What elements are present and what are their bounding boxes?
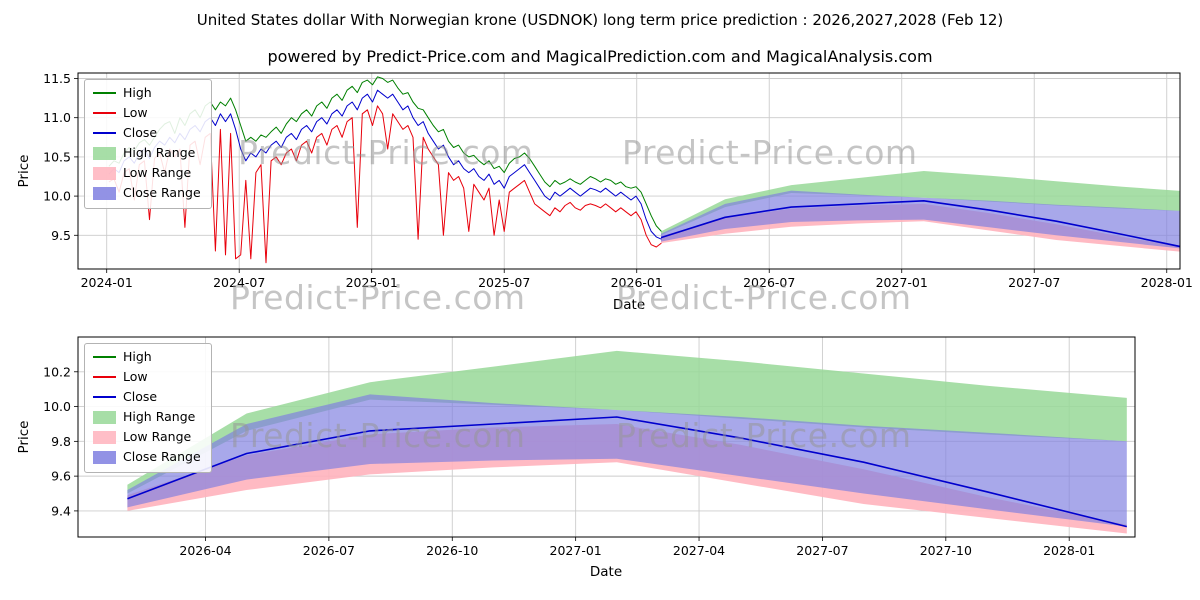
- x-tick-label: 2024-07: [213, 275, 265, 290]
- x-tick-label: 2026-10: [426, 543, 478, 558]
- y-tick-label: 11.5: [43, 71, 71, 86]
- top-chart-legend: High Low Close High Range Low Range Close Ran…: [84, 79, 212, 209]
- legend-label: Low Range: [123, 165, 192, 180]
- x-tick-label: 2025-07: [478, 275, 530, 290]
- low-swatch-icon: [93, 376, 116, 379]
- low_range-swatch-icon: [93, 430, 116, 444]
- low-swatch-icon: [93, 112, 116, 115]
- x-tick-label: 2026-01: [611, 275, 663, 290]
- close_range-swatch-icon: [93, 186, 116, 200]
- legend-label: Close: [123, 125, 158, 140]
- x-tick-label: 2026-07: [743, 275, 795, 290]
- x-tick-label: 2025-01: [346, 275, 398, 290]
- x-tick-label: 2027-01: [876, 275, 928, 290]
- legend-label: Low Range: [123, 429, 192, 444]
- bottom-chart-legend: High Low Close High Range Low Range Close Ran…: [84, 343, 212, 473]
- high_range-swatch-icon: [93, 410, 116, 424]
- y-tick-label: 9.6: [51, 469, 71, 484]
- x-tick-label: 2028-01: [1141, 275, 1193, 290]
- top-chart-xlabel: Date: [612, 297, 646, 313]
- legend-item-high: High: [93, 85, 201, 102]
- legend-label: High: [123, 85, 152, 100]
- legend-label: Low: [123, 105, 148, 120]
- high_range-swatch-icon: [93, 146, 116, 160]
- y-tick-label: 9.4: [51, 503, 71, 518]
- legend-label: Close Range: [123, 449, 201, 464]
- legend-item-high-range: High Range: [93, 145, 201, 162]
- legend-item-close-range: Close Range: [93, 185, 201, 202]
- x-tick-label: 2027-04: [673, 543, 725, 558]
- legend-item-low: Low: [93, 105, 201, 122]
- bottom-chart-xlabel: Date: [589, 564, 623, 580]
- low_range-swatch-icon: [93, 166, 116, 180]
- x-tick-label: 2027-07: [796, 543, 848, 558]
- legend-label: High: [123, 349, 152, 364]
- legend-item-close-range: Close Range: [93, 449, 201, 466]
- legend-label: Close: [123, 389, 158, 404]
- legend-item-close: Close: [93, 389, 201, 406]
- legend-item-low: Low: [93, 369, 201, 386]
- x-tick-label: 2028-01: [1043, 543, 1095, 558]
- x-tick-label: 2027-07: [1008, 275, 1060, 290]
- legend-label: Close Range: [123, 185, 201, 200]
- bottom-chart-ylabel: Price: [16, 420, 32, 454]
- close-swatch-icon: [93, 132, 116, 135]
- y-tick-label: 10.0: [43, 189, 71, 204]
- top-chart-ylabel: Price: [16, 154, 32, 188]
- x-tick-label: 2027-01: [550, 543, 602, 558]
- close-swatch-icon: [93, 396, 116, 399]
- x-tick-label: 2026-04: [179, 543, 231, 558]
- x-tick-label: 2027-10: [920, 543, 972, 558]
- legend-label: Low: [123, 369, 148, 384]
- y-tick-label: 10.5: [43, 149, 71, 164]
- legend-label: High Range: [123, 409, 196, 424]
- chart-area-0: 2024-01 2024-07 2025-01 2025-07 2026-01 2026-…: [43, 71, 1193, 290]
- y-tick-label: 9.8: [51, 434, 71, 449]
- x-tick-label: 2024-01: [81, 275, 133, 290]
- legend-item-low-range: Low Range: [93, 429, 201, 446]
- legend-item-high-range: High Range: [93, 409, 201, 426]
- y-tick-label: 10.2: [43, 364, 71, 379]
- y-tick-label: 11.0: [43, 110, 71, 125]
- high-swatch-icon: [93, 92, 116, 95]
- high-swatch-icon: [93, 356, 116, 359]
- legend-item-high: High: [93, 349, 201, 366]
- y-tick-label: 9.5: [51, 228, 71, 243]
- page-title: United States dollar With Norwegian kron…: [196, 11, 1004, 29]
- x-tick-label: 2026-07: [303, 543, 355, 558]
- y-tick-label: 10.0: [43, 399, 71, 414]
- legend-item-low-range: Low Range: [93, 165, 201, 182]
- page-subtitle: powered by Predict-Price.com and Magical…: [267, 47, 933, 66]
- legend-label: High Range: [123, 145, 196, 160]
- legend-item-close: Close: [93, 125, 201, 142]
- chart-area-1: 2026-04 2026-07 2026-10 2027-01 2027-04 2027-…: [43, 336, 1136, 558]
- close_range-swatch-icon: [93, 450, 116, 464]
